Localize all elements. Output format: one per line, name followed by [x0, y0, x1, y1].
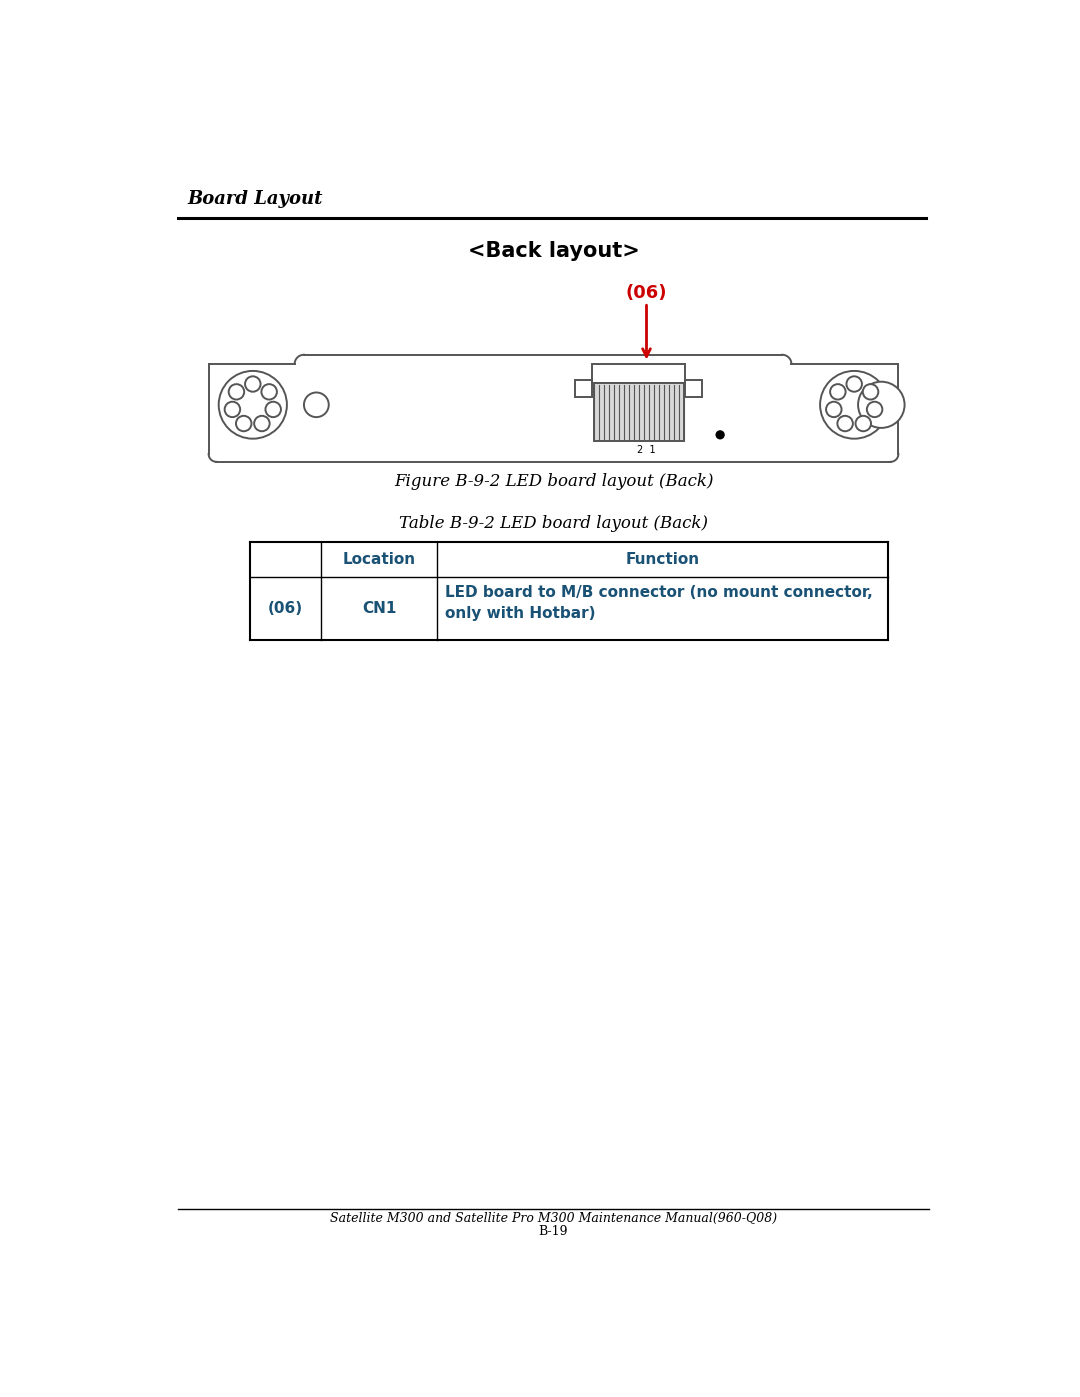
Text: Satellite M300 and Satellite Pro M300 Maintenance Manual(960-Q08): Satellite M300 and Satellite Pro M300 Ma… — [329, 1213, 778, 1225]
Bar — [685, 380, 702, 397]
Circle shape — [820, 372, 889, 439]
Circle shape — [859, 381, 905, 427]
Circle shape — [855, 416, 872, 432]
Circle shape — [218, 372, 287, 439]
Circle shape — [266, 402, 281, 418]
Circle shape — [826, 402, 841, 418]
Text: LED board to M/B connector (no mount connector,
only with Hotbar): LED board to M/B connector (no mount con… — [445, 585, 873, 622]
Circle shape — [235, 416, 252, 432]
Circle shape — [261, 384, 276, 400]
Circle shape — [229, 384, 244, 400]
Text: <Back layout>: <Back layout> — [468, 240, 639, 261]
Circle shape — [831, 384, 846, 400]
Circle shape — [863, 384, 878, 400]
Bar — [592, 365, 685, 383]
Circle shape — [867, 402, 882, 418]
Circle shape — [837, 416, 853, 432]
Circle shape — [245, 376, 260, 391]
Text: B-19: B-19 — [539, 1225, 568, 1238]
Circle shape — [254, 416, 270, 432]
Text: 2  1: 2 1 — [637, 444, 656, 455]
Text: Table B-9-2 LED board layout (Back): Table B-9-2 LED board layout (Back) — [399, 515, 708, 532]
Circle shape — [847, 376, 862, 391]
Text: (06): (06) — [625, 284, 667, 302]
Text: (06): (06) — [268, 601, 302, 616]
Text: Location: Location — [342, 552, 416, 567]
Text: Function: Function — [625, 552, 700, 567]
Text: Board Layout: Board Layout — [188, 190, 323, 208]
Text: CN1: CN1 — [362, 601, 396, 616]
Circle shape — [715, 430, 725, 440]
Circle shape — [303, 393, 328, 418]
Bar — [594, 383, 684, 441]
Circle shape — [225, 402, 240, 418]
Bar — [576, 380, 592, 397]
Text: Figure B-9-2 LED board layout (Back): Figure B-9-2 LED board layout (Back) — [394, 474, 713, 490]
